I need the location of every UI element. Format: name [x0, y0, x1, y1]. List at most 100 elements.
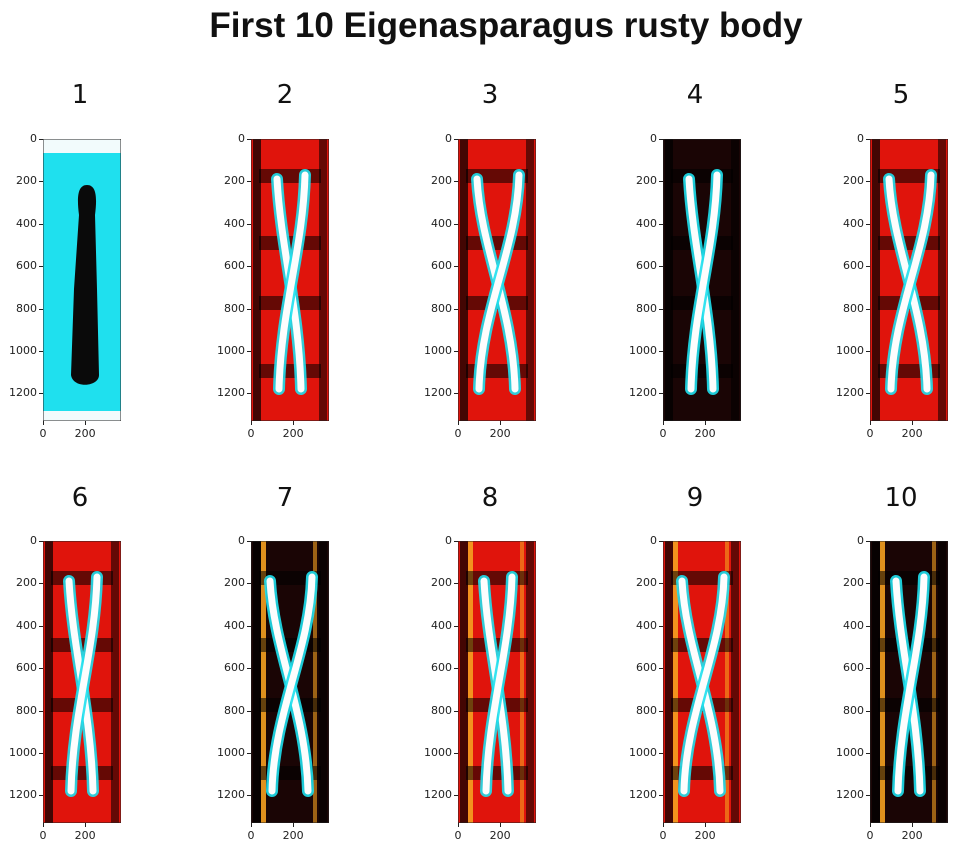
x-tick-label: 0 — [39, 829, 47, 842]
x-tick-label: 200 — [694, 427, 716, 440]
eigen-image — [663, 541, 741, 823]
y-tick-mark — [39, 710, 43, 712]
y-tick-mark — [454, 393, 458, 395]
y-tick-label: 1000 — [836, 746, 864, 760]
y-tick-label: 600 — [224, 661, 245, 675]
y-tick-label: 800 — [16, 301, 37, 315]
y-tick-mark — [866, 625, 870, 627]
y-tick-mark — [866, 139, 870, 140]
y-tick-label: 0 — [650, 534, 657, 547]
x-tick-label: 200 — [901, 829, 923, 842]
y-tick-mark — [866, 583, 870, 585]
y-tick-label: 0 — [445, 132, 452, 145]
y-tick-label: 1200 — [424, 788, 452, 802]
y-tick-mark — [247, 351, 251, 353]
y-tick-mark — [659, 668, 663, 670]
y-tick-label: 1200 — [217, 386, 245, 400]
y-tick-label: 400 — [431, 216, 452, 230]
y-tick-mark — [247, 753, 251, 755]
y-tick-mark — [39, 139, 43, 140]
x-tick-label: 0 — [866, 427, 874, 440]
y-tick-label: 1200 — [629, 788, 657, 802]
y-tick-label: 800 — [16, 703, 37, 717]
x-tick-mark — [870, 421, 871, 425]
y-tick-label: 600 — [636, 661, 657, 675]
panel-label: 8 — [481, 483, 499, 513]
eigen-image — [663, 139, 741, 421]
x-tick-mark — [500, 421, 502, 425]
y-tick-mark — [659, 583, 663, 585]
y-tick-mark — [866, 393, 870, 395]
eigen-image — [870, 139, 948, 421]
y-tick-label: 200 — [843, 174, 864, 188]
y-tick-label: 1000 — [9, 746, 37, 760]
y-tick-label: 1200 — [629, 386, 657, 400]
y-tick-mark — [659, 223, 663, 225]
y-tick-label: 1000 — [629, 344, 657, 358]
y-tick-label: 800 — [224, 703, 245, 717]
y-tick-label: 200 — [431, 174, 452, 188]
y-tick-mark — [454, 583, 458, 585]
y-tick-label: 1200 — [836, 386, 864, 400]
y-tick-label: 600 — [224, 259, 245, 273]
y-tick-label: 200 — [224, 576, 245, 590]
y-tick-label: 400 — [843, 216, 864, 230]
x-tick-label: 200 — [694, 829, 716, 842]
y-tick-mark — [247, 139, 251, 140]
x-tick-mark — [293, 823, 295, 827]
y-tick-mark — [39, 266, 43, 268]
y-tick-label: 600 — [16, 661, 37, 675]
y-tick-mark — [39, 668, 43, 670]
x-tick-label: 0 — [247, 427, 255, 440]
y-tick-mark — [866, 181, 870, 183]
panel-label: 5 — [892, 80, 910, 110]
y-tick-mark — [866, 266, 870, 268]
x-tick-mark — [663, 421, 664, 425]
x-tick-mark — [458, 421, 459, 425]
y-tick-mark — [454, 795, 458, 797]
x-tick-mark — [705, 823, 707, 827]
y-tick-label: 1000 — [629, 746, 657, 760]
eigen-image — [251, 139, 329, 421]
y-tick-mark — [659, 625, 663, 627]
y-tick-label: 1000 — [424, 344, 452, 358]
y-tick-label: 400 — [224, 618, 245, 632]
y-tick-mark — [454, 139, 458, 140]
y-tick-label: 1000 — [217, 344, 245, 358]
y-tick-mark — [454, 181, 458, 183]
x-tick-label: 0 — [659, 829, 667, 842]
panel-label: 7 — [276, 483, 294, 513]
x-tick-label: 0 — [659, 427, 667, 440]
y-tick-label: 600 — [843, 259, 864, 273]
panel-label: 10 — [884, 483, 918, 513]
y-tick-label: 200 — [843, 576, 864, 590]
eigen-image — [43, 541, 121, 823]
y-tick-label: 0 — [238, 132, 245, 145]
y-tick-label: 200 — [431, 576, 452, 590]
panel-label: 2 — [276, 80, 294, 110]
panel-label: 9 — [686, 483, 704, 513]
eigen-image — [251, 541, 329, 823]
y-tick-mark — [659, 181, 663, 183]
y-tick-mark — [866, 351, 870, 353]
y-tick-mark — [659, 266, 663, 268]
y-tick-label: 400 — [431, 618, 452, 632]
y-tick-label: 0 — [30, 132, 37, 145]
y-tick-label: 800 — [431, 301, 452, 315]
y-tick-mark — [866, 795, 870, 797]
y-tick-mark — [247, 668, 251, 670]
y-tick-label: 200 — [224, 174, 245, 188]
y-tick-label: 200 — [636, 576, 657, 590]
y-tick-label: 1000 — [424, 746, 452, 760]
y-tick-mark — [39, 625, 43, 627]
y-tick-mark — [454, 266, 458, 268]
y-tick-mark — [39, 541, 43, 542]
y-tick-label: 800 — [636, 703, 657, 717]
y-tick-label: 400 — [16, 618, 37, 632]
x-tick-mark — [663, 823, 664, 827]
x-tick-label: 0 — [454, 829, 462, 842]
y-tick-mark — [247, 795, 251, 797]
y-tick-label: 1200 — [9, 788, 37, 802]
eigen-image — [458, 541, 536, 823]
y-tick-mark — [39, 351, 43, 353]
